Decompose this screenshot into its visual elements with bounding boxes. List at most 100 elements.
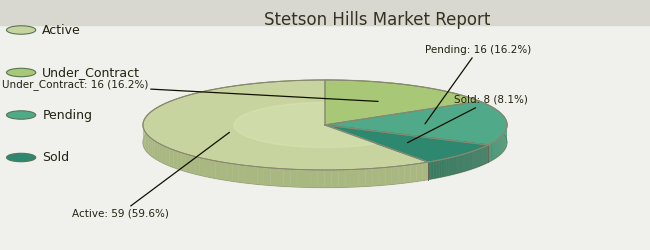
Polygon shape: [170, 148, 174, 167]
Polygon shape: [455, 156, 456, 174]
Polygon shape: [147, 134, 148, 154]
Polygon shape: [430, 162, 431, 179]
Polygon shape: [431, 162, 432, 179]
Ellipse shape: [6, 26, 36, 34]
Polygon shape: [429, 162, 430, 180]
Polygon shape: [447, 158, 448, 176]
Polygon shape: [144, 131, 146, 150]
Polygon shape: [318, 170, 324, 188]
Polygon shape: [166, 147, 170, 166]
Polygon shape: [438, 160, 439, 178]
Polygon shape: [200, 158, 205, 176]
Polygon shape: [433, 161, 434, 179]
Polygon shape: [205, 159, 210, 178]
Ellipse shape: [6, 68, 36, 77]
Polygon shape: [404, 165, 411, 183]
Polygon shape: [325, 80, 480, 125]
Polygon shape: [488, 144, 489, 162]
Text: Pending: Pending: [42, 108, 92, 122]
Polygon shape: [155, 141, 157, 160]
Text: Active: Active: [42, 24, 81, 36]
Polygon shape: [270, 168, 277, 186]
Polygon shape: [210, 160, 216, 178]
Polygon shape: [441, 160, 442, 177]
Polygon shape: [325, 125, 488, 162]
Polygon shape: [221, 162, 227, 180]
Polygon shape: [422, 162, 428, 180]
Polygon shape: [148, 136, 150, 155]
Polygon shape: [143, 80, 428, 170]
Polygon shape: [450, 158, 451, 175]
Polygon shape: [177, 151, 181, 170]
Polygon shape: [239, 164, 245, 183]
Polygon shape: [234, 102, 376, 148]
Polygon shape: [434, 161, 435, 178]
Polygon shape: [489, 144, 491, 162]
Polygon shape: [332, 170, 339, 188]
Polygon shape: [324, 170, 332, 188]
Polygon shape: [449, 158, 450, 175]
Polygon shape: [451, 157, 452, 175]
Polygon shape: [452, 157, 453, 174]
Text: Pending: 16 (16.2%): Pending: 16 (16.2%): [424, 45, 531, 124]
Polygon shape: [174, 150, 177, 169]
Polygon shape: [195, 156, 200, 175]
Polygon shape: [453, 157, 454, 174]
Ellipse shape: [6, 153, 36, 162]
Polygon shape: [227, 163, 233, 181]
Text: Sold: 8 (8.1%): Sold: 8 (8.1%): [408, 95, 528, 143]
Polygon shape: [190, 155, 195, 174]
Polygon shape: [385, 167, 392, 185]
Polygon shape: [494, 141, 495, 159]
Polygon shape: [352, 169, 359, 187]
Polygon shape: [251, 166, 257, 184]
Polygon shape: [216, 161, 221, 180]
Polygon shape: [492, 142, 493, 160]
Polygon shape: [339, 170, 345, 188]
Text: Active: 59 (59.6%): Active: 59 (59.6%): [72, 132, 229, 219]
Polygon shape: [264, 168, 270, 186]
Polygon shape: [345, 170, 352, 187]
Polygon shape: [157, 142, 160, 162]
Text: Under_Contract: 16 (16.2%): Under_Contract: 16 (16.2%): [1, 80, 378, 102]
Polygon shape: [359, 169, 365, 187]
Text: Stetson Hills Market Report: Stetson Hills Market Report: [264, 11, 490, 29]
Polygon shape: [435, 161, 436, 178]
Polygon shape: [444, 159, 445, 176]
Ellipse shape: [6, 111, 36, 119]
Polygon shape: [160, 144, 163, 163]
Polygon shape: [181, 152, 186, 172]
Polygon shape: [432, 161, 433, 179]
Polygon shape: [163, 146, 166, 165]
Polygon shape: [439, 160, 440, 178]
Polygon shape: [257, 167, 264, 185]
Polygon shape: [283, 169, 291, 187]
Polygon shape: [491, 143, 492, 161]
Polygon shape: [372, 168, 379, 186]
Polygon shape: [297, 170, 304, 187]
Polygon shape: [186, 154, 190, 173]
Polygon shape: [233, 164, 239, 182]
Polygon shape: [436, 160, 437, 178]
Polygon shape: [442, 159, 443, 177]
Bar: [0, 0, 650, 25]
Polygon shape: [437, 160, 438, 178]
Polygon shape: [291, 169, 297, 187]
Text: Under_Contract: Under_Contract: [42, 66, 140, 79]
Polygon shape: [143, 98, 507, 188]
Polygon shape: [150, 138, 152, 157]
Polygon shape: [493, 142, 494, 160]
Polygon shape: [454, 156, 455, 174]
Polygon shape: [146, 132, 147, 152]
Polygon shape: [379, 168, 385, 186]
Polygon shape: [325, 101, 507, 145]
Polygon shape: [398, 166, 404, 184]
Polygon shape: [411, 164, 417, 182]
Polygon shape: [446, 158, 447, 176]
Text: Sold: Sold: [42, 151, 70, 164]
Polygon shape: [365, 168, 372, 186]
Polygon shape: [152, 139, 155, 158]
Polygon shape: [277, 168, 283, 186]
Polygon shape: [392, 166, 398, 184]
Polygon shape: [448, 158, 449, 176]
